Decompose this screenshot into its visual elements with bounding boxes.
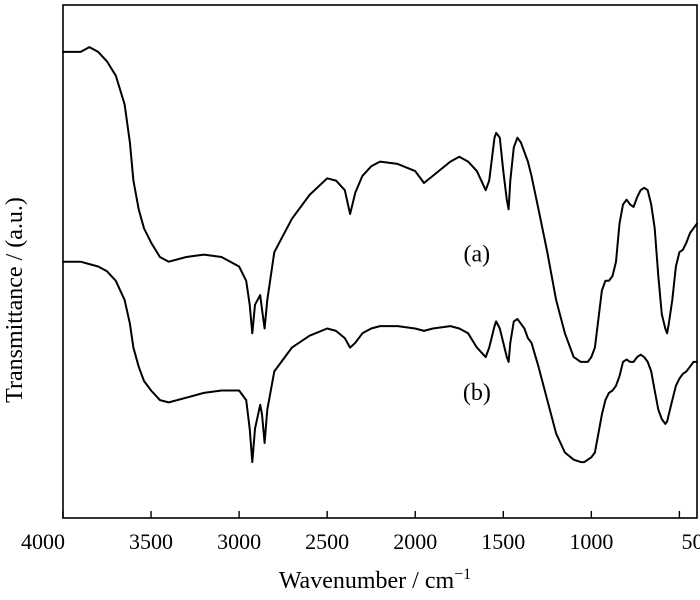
y-axis-label: Transmittance / (a.u.) <box>2 197 28 403</box>
x-tick-label: 2000 <box>393 529 437 554</box>
x-tick-label: 500 <box>682 529 700 554</box>
x-axis-label: Wavenumber / cm−1 <box>279 566 471 594</box>
spectra <box>62 46 698 464</box>
spectrum-line-a <box>62 46 698 363</box>
spectrum-line-b <box>62 260 698 464</box>
plot-frame <box>62 4 698 519</box>
x-tick-label: 1500 <box>481 529 525 554</box>
x-tick-label: 1000 <box>569 529 613 554</box>
x-tick-label: 2500 <box>305 529 349 554</box>
x-tick-label: 3000 <box>217 529 261 554</box>
curve-label-a: (a) <box>464 242 491 268</box>
curve-labels: (a) (b) <box>463 242 491 406</box>
x-axis-ticks: 4000 3500 3000 2500 2000 1500 1000 500 <box>21 511 700 554</box>
x-tick-label: 3500 <box>129 529 173 554</box>
x-tick-label: 4000 <box>21 529 65 554</box>
curve-label-b: (b) <box>463 380 491 406</box>
x-axis-label-superscript: −1 <box>454 566 471 583</box>
